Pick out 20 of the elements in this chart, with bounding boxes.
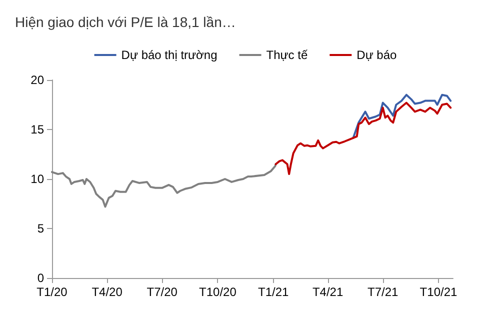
y-tick-label: 20: [30, 73, 44, 87]
y-tick-label: 10: [30, 172, 44, 186]
y-tick-label: 5: [37, 222, 44, 236]
x-tick-label: T4/21: [312, 285, 344, 299]
chart-title: Hiện giao dịch với P/E là 18,1 lần…: [15, 14, 236, 30]
x-tick-label: T7/21: [367, 285, 399, 299]
y-tick-label: 15: [30, 122, 44, 136]
legend-label: Dự báo: [356, 48, 398, 62]
legend-label: Dự báo thị trường: [121, 48, 218, 62]
legend-label: Thực tế: [266, 48, 308, 62]
x-tick-label: T1/20: [36, 285, 68, 299]
line-series: [51, 163, 277, 208]
y-tick-label: 0: [37, 271, 44, 285]
x-tick-label: T10/20: [199, 285, 237, 299]
line-series: [274, 102, 452, 176]
line-series: [352, 94, 452, 139]
x-tick-label: T1/21: [258, 285, 290, 299]
x-tick-label: T4/20: [92, 285, 123, 299]
x-tick-label: T7/20: [146, 285, 178, 299]
x-tick-label: T10/21: [420, 285, 458, 299]
